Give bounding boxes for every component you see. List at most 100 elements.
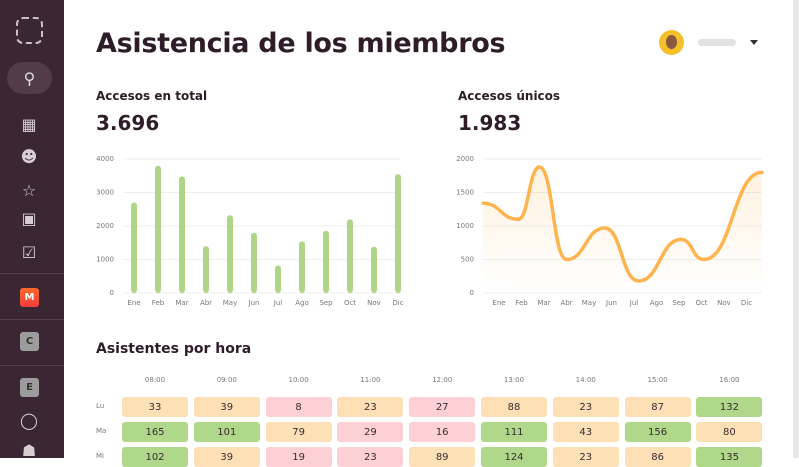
heatmap-cell: 165 — [122, 422, 188, 442]
avatar — [659, 30, 684, 55]
x-tick-label: Oct — [695, 299, 707, 307]
hour-header: 08:00 — [144, 376, 166, 384]
x-tick-label: Oct — [344, 299, 356, 307]
search-button[interactable]: ⚲ — [7, 62, 52, 94]
calendar-icon[interactable]: ▣ — [21, 208, 37, 228]
x-tick-label: Feb — [515, 299, 528, 307]
heatmap-cell: 101 — [193, 422, 260, 442]
heatmap-cell: 132 — [696, 397, 763, 417]
x-tick-label: Sep — [672, 299, 686, 307]
heatmap-cell: 87 — [624, 397, 691, 417]
heatmap-cell: 16 — [409, 422, 476, 442]
line-series — [481, 165, 764, 283]
x-tick-label: May — [582, 299, 596, 307]
unique-access-label: Accesos únicos — [458, 89, 561, 103]
x-tick-label: Abr — [560, 299, 572, 307]
heatmap-cell: 156 — [624, 422, 691, 442]
x-tick-label: Nov — [717, 299, 731, 307]
y-tick-label: 4000 — [96, 155, 114, 163]
x-tick-label: Sep — [319, 299, 333, 307]
heatmap-cell: 29 — [337, 422, 404, 442]
heatmap-cell: 43 — [552, 422, 619, 442]
heatmap-cell: 19 — [265, 447, 332, 467]
day-label: Ma — [96, 427, 107, 435]
heatmap-cell: 111 — [481, 422, 547, 442]
dashboard-icon[interactable]: ▦ — [21, 114, 37, 134]
heatmap-cell: 23 — [552, 447, 619, 467]
y-tick-label: 1500 — [456, 189, 474, 197]
heatmap-cell: 27 — [409, 397, 476, 417]
heatmap-cell: 23 — [337, 397, 404, 417]
heatmap-cell: 39 — [193, 447, 260, 467]
heatmap-cell: 124 — [481, 447, 547, 467]
logo-placeholder[interactable] — [16, 17, 43, 44]
sidebar: ⚲ ▦ ☻ ☆ ▣ ☑ M C E ◯ ☗ — [0, 0, 64, 460]
member-star-icon[interactable]: ☆ — [21, 180, 37, 200]
day-label: Lu — [96, 402, 105, 410]
x-tick-label: Feb — [152, 299, 165, 307]
y-tick-label: 500 — [461, 256, 474, 264]
heatmap-cell: 79 — [265, 422, 332, 442]
x-tick-label: Jul — [273, 299, 283, 307]
workspace-e[interactable]: E — [20, 378, 39, 397]
heatmap-cell: 23 — [552, 397, 619, 417]
members-icon[interactable]: ☻ — [20, 146, 38, 166]
x-tick-label: Jul — [629, 299, 639, 307]
hour-header: 12:00 — [432, 376, 453, 384]
y-tick-label: 1000 — [456, 222, 474, 230]
y-tick-label: 2000 — [96, 222, 114, 230]
x-tick-label: May — [223, 299, 237, 307]
x-tick-label: Mar — [537, 299, 550, 307]
x-tick-label: Ene — [492, 299, 505, 307]
workspace-m[interactable]: M — [20, 288, 39, 307]
x-tick-label: Jun — [605, 299, 617, 307]
hour-header: 13:00 — [503, 376, 525, 384]
x-tick-label: Ago — [650, 299, 664, 307]
heatmap-cell: 135 — [696, 447, 763, 467]
trophy-icon[interactable]: ☗ — [21, 440, 37, 460]
heatmap-cell: 88 — [481, 397, 547, 417]
user-menu[interactable] — [659, 30, 758, 55]
hour-header: 10:00 — [288, 376, 309, 384]
heatmap-cell: 8 — [265, 397, 332, 417]
heatmap-cell: 89 — [409, 447, 476, 467]
y-tick-label: 3000 — [96, 189, 114, 197]
x-tick-label: Abr — [200, 299, 212, 307]
heatmap-title: Asistentes por hora — [96, 341, 252, 357]
total-access-value: 3.696 — [96, 111, 160, 135]
page-title: Asistencia de los miembros — [96, 28, 506, 59]
x-tick-label: Nov — [367, 299, 381, 307]
x-tick-label: Mar — [175, 299, 188, 307]
heatmap-cell: 39 — [193, 397, 260, 417]
y-tick-label: 2000 — [456, 155, 474, 163]
hour-header: 16:00 — [719, 376, 740, 384]
y-tick-label: 0 — [110, 289, 114, 297]
day-label: Mi — [96, 452, 104, 460]
heatmap-cell: 23 — [337, 447, 404, 467]
x-tick-label: Dic — [392, 299, 403, 307]
chat-icon[interactable]: ◯ — [20, 410, 38, 430]
unique-access-value: 1.983 — [458, 111, 522, 135]
hour-header: 11:00 — [360, 376, 381, 384]
checklist-icon[interactable]: ☑ — [21, 242, 37, 262]
user-name-placeholder — [698, 39, 736, 46]
hour-header: 14:00 — [575, 376, 596, 384]
x-tick-label: Dic — [741, 299, 752, 307]
heatmap-cell: 86 — [624, 447, 691, 467]
y-tick-label: 0 — [470, 289, 474, 297]
heatmap-cell: 33 — [122, 397, 188, 417]
hour-header: 09:00 — [216, 376, 237, 384]
x-tick-label: Ene — [127, 299, 140, 307]
x-tick-label: Ago — [295, 299, 309, 307]
total-access-label: Accesos en total — [96, 89, 208, 103]
x-tick-label: Jun — [248, 299, 260, 307]
heatmap-cell: 80 — [696, 422, 763, 442]
search-icon: ⚲ — [23, 68, 36, 88]
caret-down-icon — [750, 40, 758, 45]
workspace-c[interactable]: C — [20, 332, 39, 351]
heatmap-cell: 102 — [122, 447, 188, 467]
bar-chart: 0 1000 2000 3000 4000 Ene Feb Mar Abr May Jun Jul Ag… — [96, 155, 764, 307]
scrollbar[interactable] — [793, 0, 799, 458]
line-area — [483, 167, 762, 293]
hour-header: 15:00 — [647, 376, 668, 384]
